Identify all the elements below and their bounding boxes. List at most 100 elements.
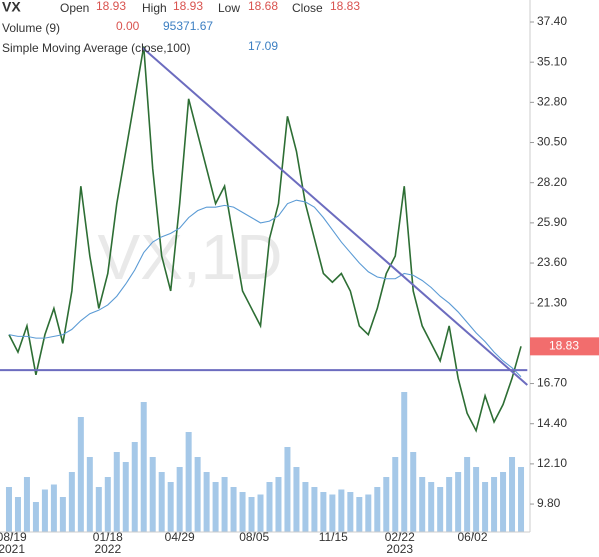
x-tick-label: 11/15 [319,530,348,544]
x-tick-label: 06/02 [457,530,487,544]
volume-bar [59,497,66,532]
last-price-label: 18.83 [549,339,579,353]
volume-bar [95,487,102,532]
y-tick-label: 35.10 [537,54,567,68]
volume-bar [365,494,372,532]
y-tick-label: 28.20 [537,175,567,189]
volume-bar [446,477,453,532]
volume-bar [455,472,462,532]
volume-bar [32,502,39,532]
volume-bar [491,477,498,532]
volume-bar [5,487,12,532]
high-label: High [142,1,167,15]
volume-bar [131,442,138,532]
volume-bar [464,457,471,532]
volume-bar [212,482,219,532]
volume-bar [239,492,246,532]
volume-bar [158,472,165,532]
volume-bar [437,487,444,532]
volume-bar [419,477,426,532]
y-tick-label: 23.60 [537,255,567,269]
volume-bar [257,494,264,532]
y-tick-label: 21.30 [537,295,567,309]
volume-bar [410,452,417,532]
volume-bar [221,477,228,532]
volume-bar [41,489,48,532]
volume-bar [320,492,327,532]
high-value: 18.93 [173,0,203,13]
volume-bar [77,417,84,532]
volume-b: 95371.67 [163,19,213,33]
series-line [8,199,522,378]
y-tick-label: 9.80 [537,496,561,510]
volume-bar [383,477,390,532]
volume-bar [23,477,30,532]
y-tick-label: 37.40 [537,14,567,28]
y-tick-label: 14.40 [537,416,567,430]
volume-bar [302,482,309,532]
volume-bar [203,472,210,532]
x-tick-label: 08/05 [239,530,269,544]
open-value: 18.93 [96,0,126,13]
watermark: VX,1D [98,221,283,293]
x-tick-label: 04/29 [165,530,195,544]
volume-bar [248,497,255,532]
volume-bar [392,457,399,532]
volume-bar [185,432,192,532]
volume-bar [509,457,516,532]
volume-bar [86,457,93,532]
volume-bar [104,477,111,532]
volume-bar [428,482,435,532]
low-value: 18.68 [248,0,278,13]
x-tick-label: 02/22 [385,530,415,544]
volume-bar [14,497,21,532]
low-label: Low [218,1,240,15]
open-label: Open [60,1,89,15]
volume-bar [518,467,525,532]
volume-bar [401,392,408,532]
volume-bar [329,494,336,532]
volume-bar [167,482,174,532]
volume-bar [149,457,156,532]
symbol: VX [2,0,21,15]
series-line [8,46,522,433]
volume-bar [293,467,300,532]
trend-line [142,47,528,386]
volume-bar [347,492,354,532]
x-tick-label: 08/19 [0,530,27,544]
volume-bar [122,462,129,532]
x-tick-label: 01/18 [93,530,123,544]
legend: VX Open 18.93 High 18.93 Low 18.68 Close… [2,0,360,55]
x-tick-year: 2023 [386,542,413,556]
volume-bar [374,487,381,532]
close-label: Close [292,1,323,15]
y-tick-label: 32.80 [537,95,567,109]
volume-bar [266,482,273,532]
volume-bar [113,452,120,532]
y-tick-label: 25.90 [537,215,567,229]
volume-bar [194,457,201,532]
volume-bar [140,402,147,532]
volume-bar [482,482,489,532]
volume-bar [68,472,75,532]
y-tick-label: 16.70 [537,376,567,390]
volume-bar [284,447,291,532]
volume-bar [473,467,480,532]
sma-value: 17.09 [248,39,278,53]
volume-bar [230,487,237,532]
volume-a: 0.00 [116,19,140,33]
y-tick-label: 30.50 [537,135,567,149]
close-value: 18.83 [330,0,360,13]
x-tick-year: 2021 [0,542,25,556]
volume-bar [356,497,363,532]
volume-bar [50,484,57,532]
last-price-box [530,337,599,356]
plot-area [0,46,528,532]
volume-bar [275,477,282,532]
volume-label: Volume (9) [2,21,60,35]
volume-bar [500,472,507,532]
volume-bar [311,487,318,532]
sma-label: Simple Moving Average (close,100) [2,41,191,55]
volume-bar [176,467,183,532]
